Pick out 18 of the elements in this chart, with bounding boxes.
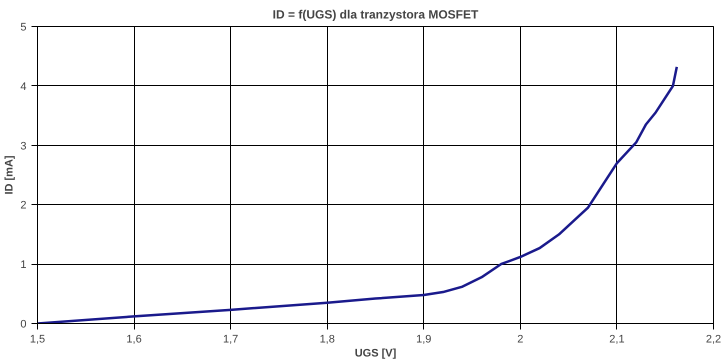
y-axis-title: ID [mA] [3,155,16,195]
x-tick-label: 1,6 [126,334,142,346]
y-tick-label: 0 [20,318,27,330]
y-tick-label: 3 [20,140,27,152]
y-tick-label: 1 [20,259,27,272]
x-axis-title: UGS [V] [354,348,397,360]
line-series [38,66,678,324]
x-tick-label: 1,9 [416,334,432,346]
chart-title: ID = f(UGS) dla tranzystora MOSFET [272,8,480,22]
x-tick-label: 2,2 [706,334,722,346]
x-tick-label: 1,8 [320,334,335,346]
x-tick-label: 2 [517,334,524,346]
x-tick-label: 2,1 [609,334,625,346]
x-tick-label: 1,5 [30,334,46,346]
y-tick-label: 2 [20,200,27,212]
x-tick-label: 1,7 [222,334,238,346]
y-tick-label: 4 [20,80,27,93]
y-tick-label: 5 [20,22,27,34]
